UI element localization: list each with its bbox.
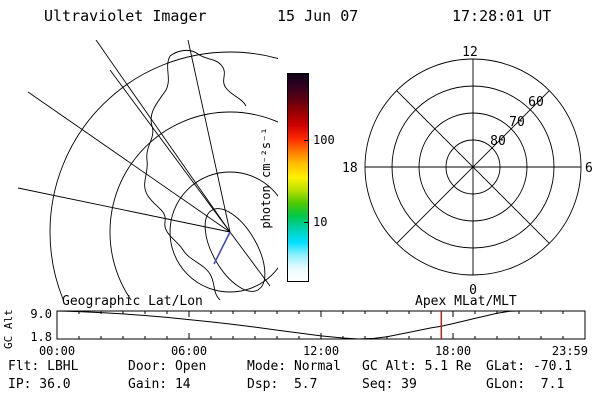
xtick-0000: 00:00 — [39, 344, 75, 358]
status-mode: Mode: Normal — [247, 359, 341, 374]
mlt-12-label: 12 — [462, 45, 478, 60]
geographic-projection-plot — [18, 40, 278, 300]
polar-panel-label: Apex MLat/MLT — [415, 294, 517, 309]
mlat-60-label: 60 — [528, 95, 544, 110]
xtick-1800: 18:00 — [435, 344, 471, 358]
polar-mlat-mlt-plot: 12 18 6 0 60 70 80 — [342, 45, 593, 297]
colorbar-tickmark — [304, 222, 309, 223]
xtick-1200: 12:00 — [303, 344, 339, 358]
gc-alt-curve — [56, 310, 585, 340]
date-display: 15 Jun 07 — [277, 7, 359, 25]
meridian-line — [187, 40, 231, 233]
status-glon: GLon: 7.1 — [486, 377, 565, 392]
xtick-0600: 06:00 — [171, 344, 207, 358]
intensity-colorbar — [287, 73, 309, 282]
mlat-70-label: 70 — [509, 115, 525, 130]
geo-panel-label: Geographic Lat/Lon — [62, 294, 203, 309]
status-glat: GLat: -70.1 — [486, 359, 573, 374]
status-dsp: Dsp: 5.7 — [247, 377, 318, 392]
xtick-2359: 23:59 — [552, 344, 588, 358]
gc-alt-timeline: 9.0 1.8 GC Alt 00:00 06:00 12:00 18:00 2… — [2, 307, 588, 358]
colorbar-tickmark — [304, 140, 309, 141]
status-seq: Seq: 39 — [362, 377, 417, 392]
coastline-north — [169, 49, 247, 107]
time-display: 17:28:01 UT — [452, 7, 552, 25]
mlat-80-label: 80 — [490, 134, 506, 149]
mlt-spoke-diag — [396, 90, 550, 244]
colorbar-tick-10: 10 — [313, 215, 328, 229]
coastline — [144, 55, 221, 300]
status-door: Door: Open — [128, 359, 207, 374]
colorbar-tick-100: 100 — [313, 133, 335, 147]
latitude-arc — [49, 51, 278, 300]
orbit-track-line — [109, 69, 271, 287]
colorbar-unit-label: photon cm⁻²s⁻¹ — [259, 127, 273, 229]
meridian-line — [18, 187, 231, 233]
status-gain: Gain: 14 — [128, 377, 191, 392]
spacecraft-track-segment — [213, 231, 231, 265]
status-ip: IP: 36.0 — [8, 377, 71, 392]
ytick-top: 9.0 — [30, 307, 52, 321]
meridian-line — [27, 91, 231, 233]
meridian-line — [95, 40, 231, 233]
status-gc-alt: GC Alt: 5.1 Re — [362, 359, 472, 374]
ytick-bottom: 1.8 — [30, 330, 52, 344]
mlt-0-label: 0 — [469, 283, 477, 297]
status-flt: Flt: LBHL — [8, 359, 79, 374]
timeline-ylabel: GC Alt — [2, 309, 15, 349]
mlt-6-label: 6 — [585, 161, 593, 176]
mlt-18-label: 18 — [342, 161, 358, 176]
app-title: Ultraviolet Imager — [44, 7, 207, 25]
latitude-arc — [169, 171, 278, 293]
latitude-arc — [109, 111, 278, 300]
